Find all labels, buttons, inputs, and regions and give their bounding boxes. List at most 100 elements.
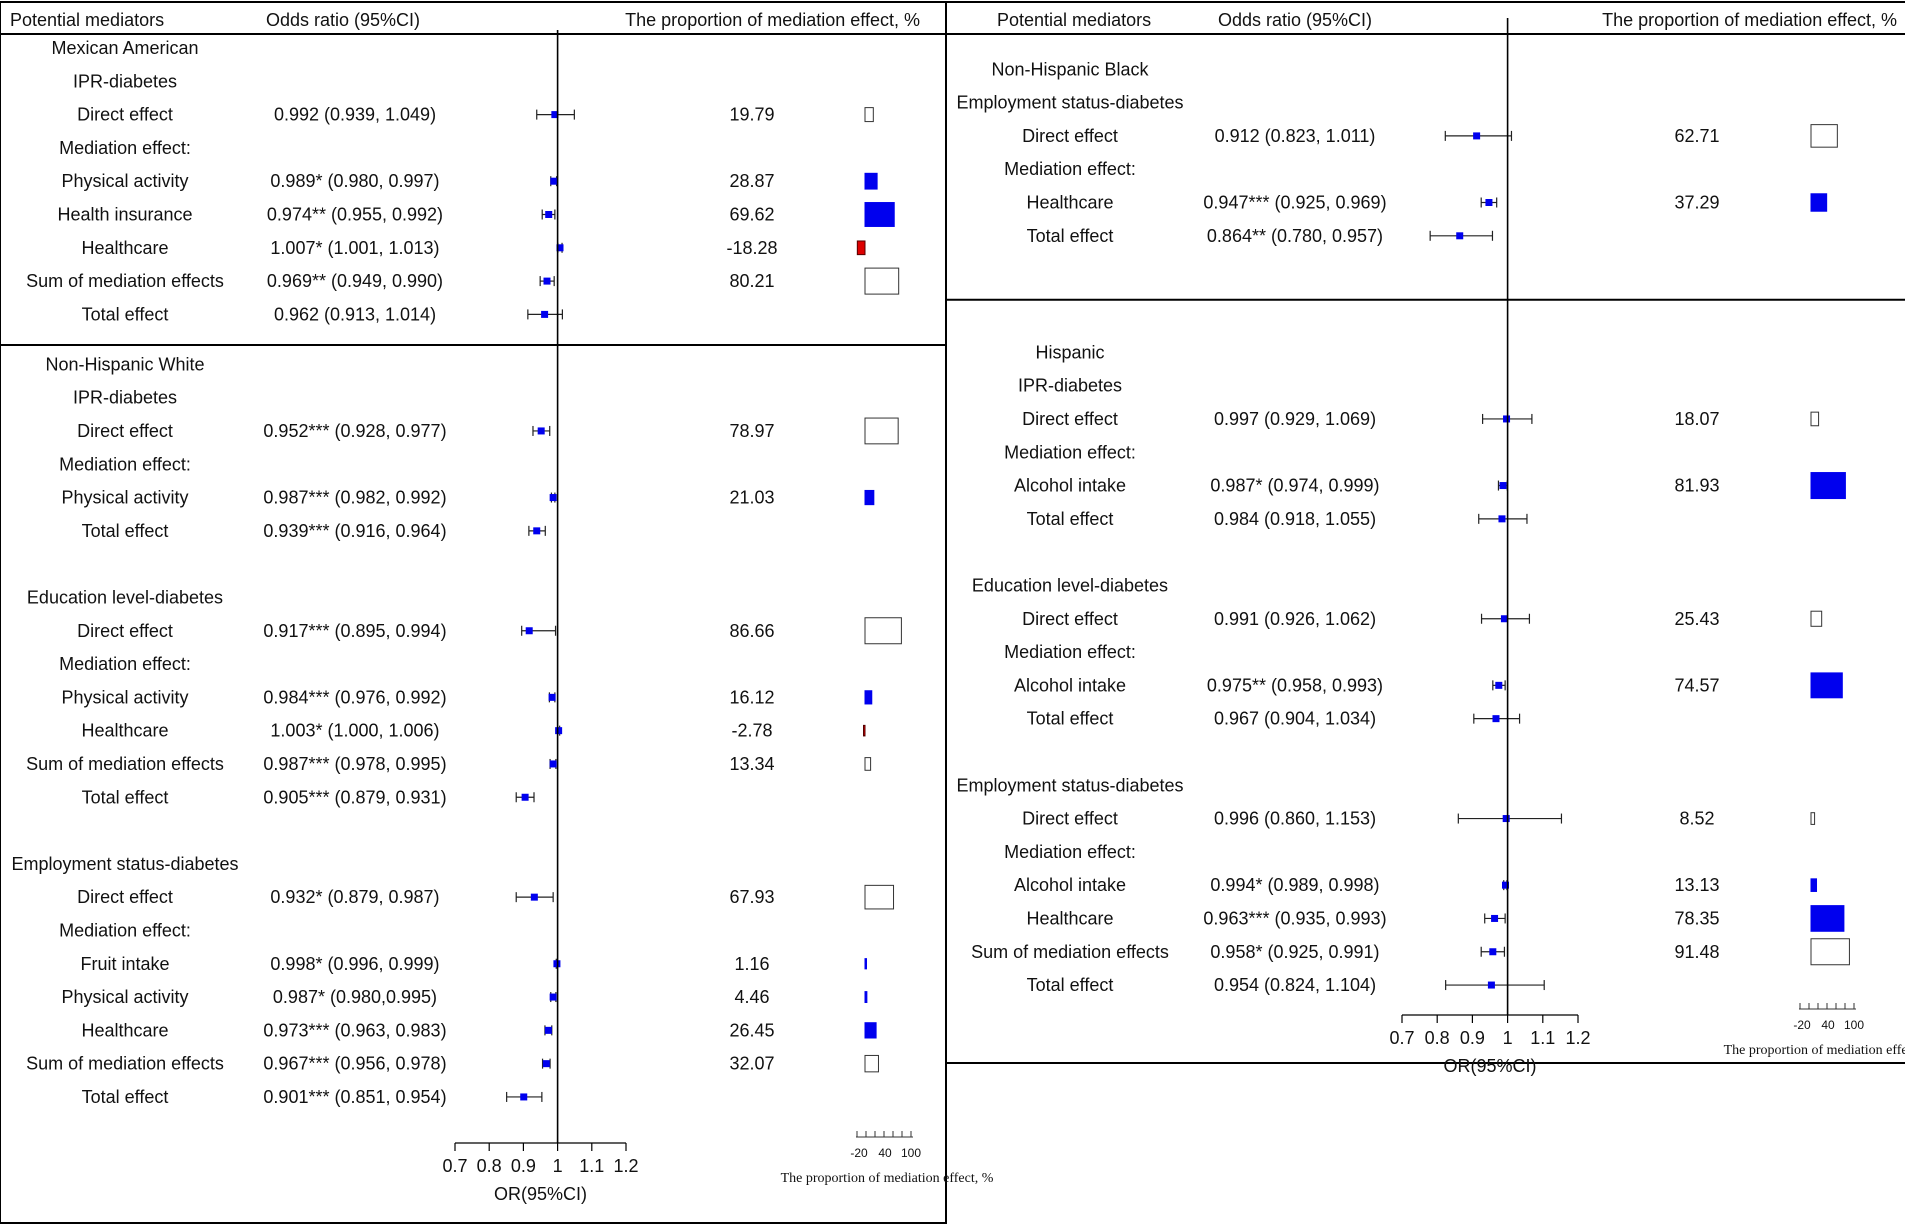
- proportion-value: -18.28: [726, 238, 777, 258]
- row-label: IPR-diabetes: [73, 388, 177, 408]
- row-label: Non-Hispanic Black: [991, 59, 1149, 79]
- row-label: IPR-diabetes: [1018, 376, 1122, 396]
- row-label: Direct effect: [1022, 126, 1118, 146]
- or-point: [537, 427, 545, 435]
- row-label: Healthcare: [1026, 908, 1113, 928]
- row-label: Employment status-diabetes: [11, 854, 238, 874]
- proportion-bar: [1810, 812, 1816, 825]
- header-mediators: Potential mediators: [10, 10, 164, 30]
- odds-ratio-text: 0.994* (0.989, 0.998): [1210, 875, 1379, 895]
- odds-ratio-text: 0.987*** (0.978, 0.995): [263, 754, 446, 774]
- or-point: [1485, 199, 1493, 206]
- row-label: Direct effect: [77, 105, 173, 125]
- row-label: Health insurance: [57, 205, 192, 225]
- odds-ratio-text: 0.987* (0.980,0.995): [273, 987, 437, 1007]
- x-axis-label: OR(95%CI): [494, 1184, 587, 1204]
- or-point: [1456, 232, 1464, 240]
- x-tick-label: 0.8: [477, 1156, 502, 1176]
- odds-ratio-text: 0.958* (0.925, 0.991): [1210, 942, 1379, 962]
- row-label: Education level-diabetes: [972, 575, 1168, 595]
- proportion-value: 13.13: [1674, 875, 1719, 895]
- row-label: Sum of mediation effects: [971, 942, 1169, 962]
- odds-ratio-text: 0.864** (0.780, 0.957): [1207, 226, 1383, 246]
- or-point: [1501, 881, 1509, 889]
- or-point: [548, 693, 556, 701]
- row-label: Direct effect: [77, 887, 173, 907]
- header-odds-ratio: Odds ratio (95%CI): [266, 10, 420, 30]
- row-label: Mediation effect:: [1004, 442, 1136, 462]
- proportion-bar: [864, 958, 867, 970]
- x-tick-label: 0.7: [442, 1156, 467, 1176]
- proportion-value: 78.35: [1674, 908, 1719, 928]
- proportion-value: 32.07: [729, 1054, 774, 1074]
- row-label: Healthcare: [81, 1020, 168, 1040]
- row-label: Total effect: [1027, 226, 1114, 246]
- row-label: Healthcare: [1026, 193, 1113, 213]
- odds-ratio-text: 0.984 (0.918, 1.055): [1214, 509, 1376, 529]
- or-point: [542, 1060, 550, 1068]
- odds-ratio-text: 0.969** (0.949, 0.990): [267, 271, 443, 291]
- proportion-value: 4.46: [734, 987, 769, 1007]
- row-label: Physical activity: [61, 488, 188, 508]
- proportion-bar: [1810, 905, 1845, 932]
- row-label: Total effect: [82, 521, 169, 541]
- proportion-value: 18.07: [1674, 409, 1719, 429]
- row-label: Direct effect: [77, 621, 173, 641]
- row-label: Non-Hispanic White: [45, 354, 204, 374]
- odds-ratio-text: 0.991 (0.926, 1.062): [1214, 609, 1376, 629]
- proportion-value: 91.48: [1674, 942, 1719, 962]
- proportion-bar: [1810, 472, 1846, 500]
- x-tick-label: 0.9: [1460, 1028, 1485, 1048]
- or-point: [1491, 914, 1499, 922]
- row-label: Alcohol intake: [1014, 476, 1126, 496]
- odds-ratio-text: 0.975** (0.958, 0.993): [1207, 675, 1383, 695]
- row-label: Alcohol intake: [1014, 675, 1126, 695]
- or-point: [525, 627, 533, 635]
- proportion-bar: [856, 240, 866, 256]
- proportion-value: 78.97: [729, 421, 774, 441]
- right-panel: Potential mediators Odds ratio (95%CI) The…: [946, 10, 1905, 1076]
- row-label: Sum of mediation effects: [26, 754, 224, 774]
- row-label: Physical activity: [61, 171, 188, 191]
- proportion-value: 86.66: [729, 621, 774, 641]
- proportion-bar: [864, 172, 878, 190]
- or-point: [1492, 715, 1500, 723]
- odds-ratio-text: 0.905*** (0.879, 0.931): [263, 787, 446, 807]
- proportion-bar: [1810, 193, 1828, 212]
- proportion-bar: [864, 417, 899, 445]
- prop-scale-caption: The proportion of mediation effect, %: [1724, 1043, 1905, 1058]
- row-label: Mediation effect:: [59, 138, 191, 158]
- proportion-value: 13.34: [729, 754, 774, 774]
- proportion-bar: [1810, 411, 1820, 427]
- or-point: [1473, 132, 1481, 140]
- left-panel: Potential mediators Odds ratio (95%CI) The…: [0, 10, 994, 1204]
- row-label: Employment status-diabetes: [956, 775, 1183, 795]
- proportion-value: 37.29: [1674, 193, 1719, 213]
- or-point: [533, 527, 541, 535]
- proportion-bar: [864, 267, 900, 295]
- proportion-value: 62.71: [1674, 126, 1719, 146]
- proportion-value: -2.78: [731, 721, 772, 741]
- or-point: [1495, 681, 1503, 689]
- row-label: Mediation effect:: [1004, 642, 1136, 662]
- proportion-bar: [864, 202, 895, 227]
- or-point: [1487, 981, 1495, 989]
- proportion-value: 81.93: [1674, 476, 1719, 496]
- odds-ratio-text: 0.952*** (0.928, 0.977): [263, 421, 446, 441]
- prop-scale-label: -20: [1793, 1018, 1811, 1032]
- x-tick-label: 0.9: [511, 1156, 536, 1176]
- proportion-bar: [1810, 672, 1843, 699]
- proportion-bar: [864, 107, 874, 123]
- row-label: Mexican American: [51, 38, 198, 58]
- odds-ratio-text: 0.973*** (0.963, 0.983): [263, 1020, 446, 1040]
- row-label: Sum of mediation effects: [26, 271, 224, 291]
- row-label: Total effect: [1027, 509, 1114, 529]
- prop-scale-label: 100: [1844, 1018, 1864, 1032]
- proportion-bar: [864, 884, 895, 910]
- or-point: [530, 893, 538, 901]
- proportion-bar: [864, 690, 873, 705]
- odds-ratio-text: 0.987* (0.974, 0.999): [1210, 476, 1379, 496]
- row-label: Physical activity: [61, 687, 188, 707]
